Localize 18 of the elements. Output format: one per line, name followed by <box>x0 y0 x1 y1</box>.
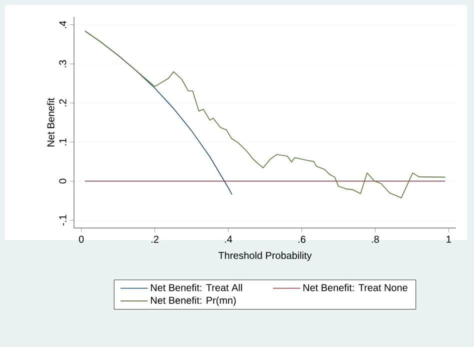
legend-label: Net Benefit: Pr(mn) <box>150 296 236 306</box>
y-tick-label: .3 <box>59 60 66 68</box>
x-tick-label: .4 <box>225 236 232 243</box>
y-tick-label: .1 <box>59 138 66 146</box>
legend-label: Net Benefit: Treat None <box>303 284 408 292</box>
x-axis-title: Threshold Probability <box>218 252 312 261</box>
y-tick-label: 0 <box>59 178 66 184</box>
x-tick-label: 0 <box>78 236 84 243</box>
line-series <box>84 30 446 198</box>
y-tick-label: .4 <box>59 20 66 28</box>
y-axis-title: Net Benefit <box>47 98 54 146</box>
y-tick-label: -.1 <box>59 214 66 226</box>
x-tick-label: .2 <box>152 236 158 243</box>
x-tick-label: .8 <box>372 236 379 243</box>
y-tick-label: .2 <box>59 99 66 106</box>
legend-label: Net Benefit: Treat All <box>150 284 242 292</box>
x-tick-label: .6 <box>298 236 306 243</box>
x-tick-label: 1 <box>446 236 451 243</box>
